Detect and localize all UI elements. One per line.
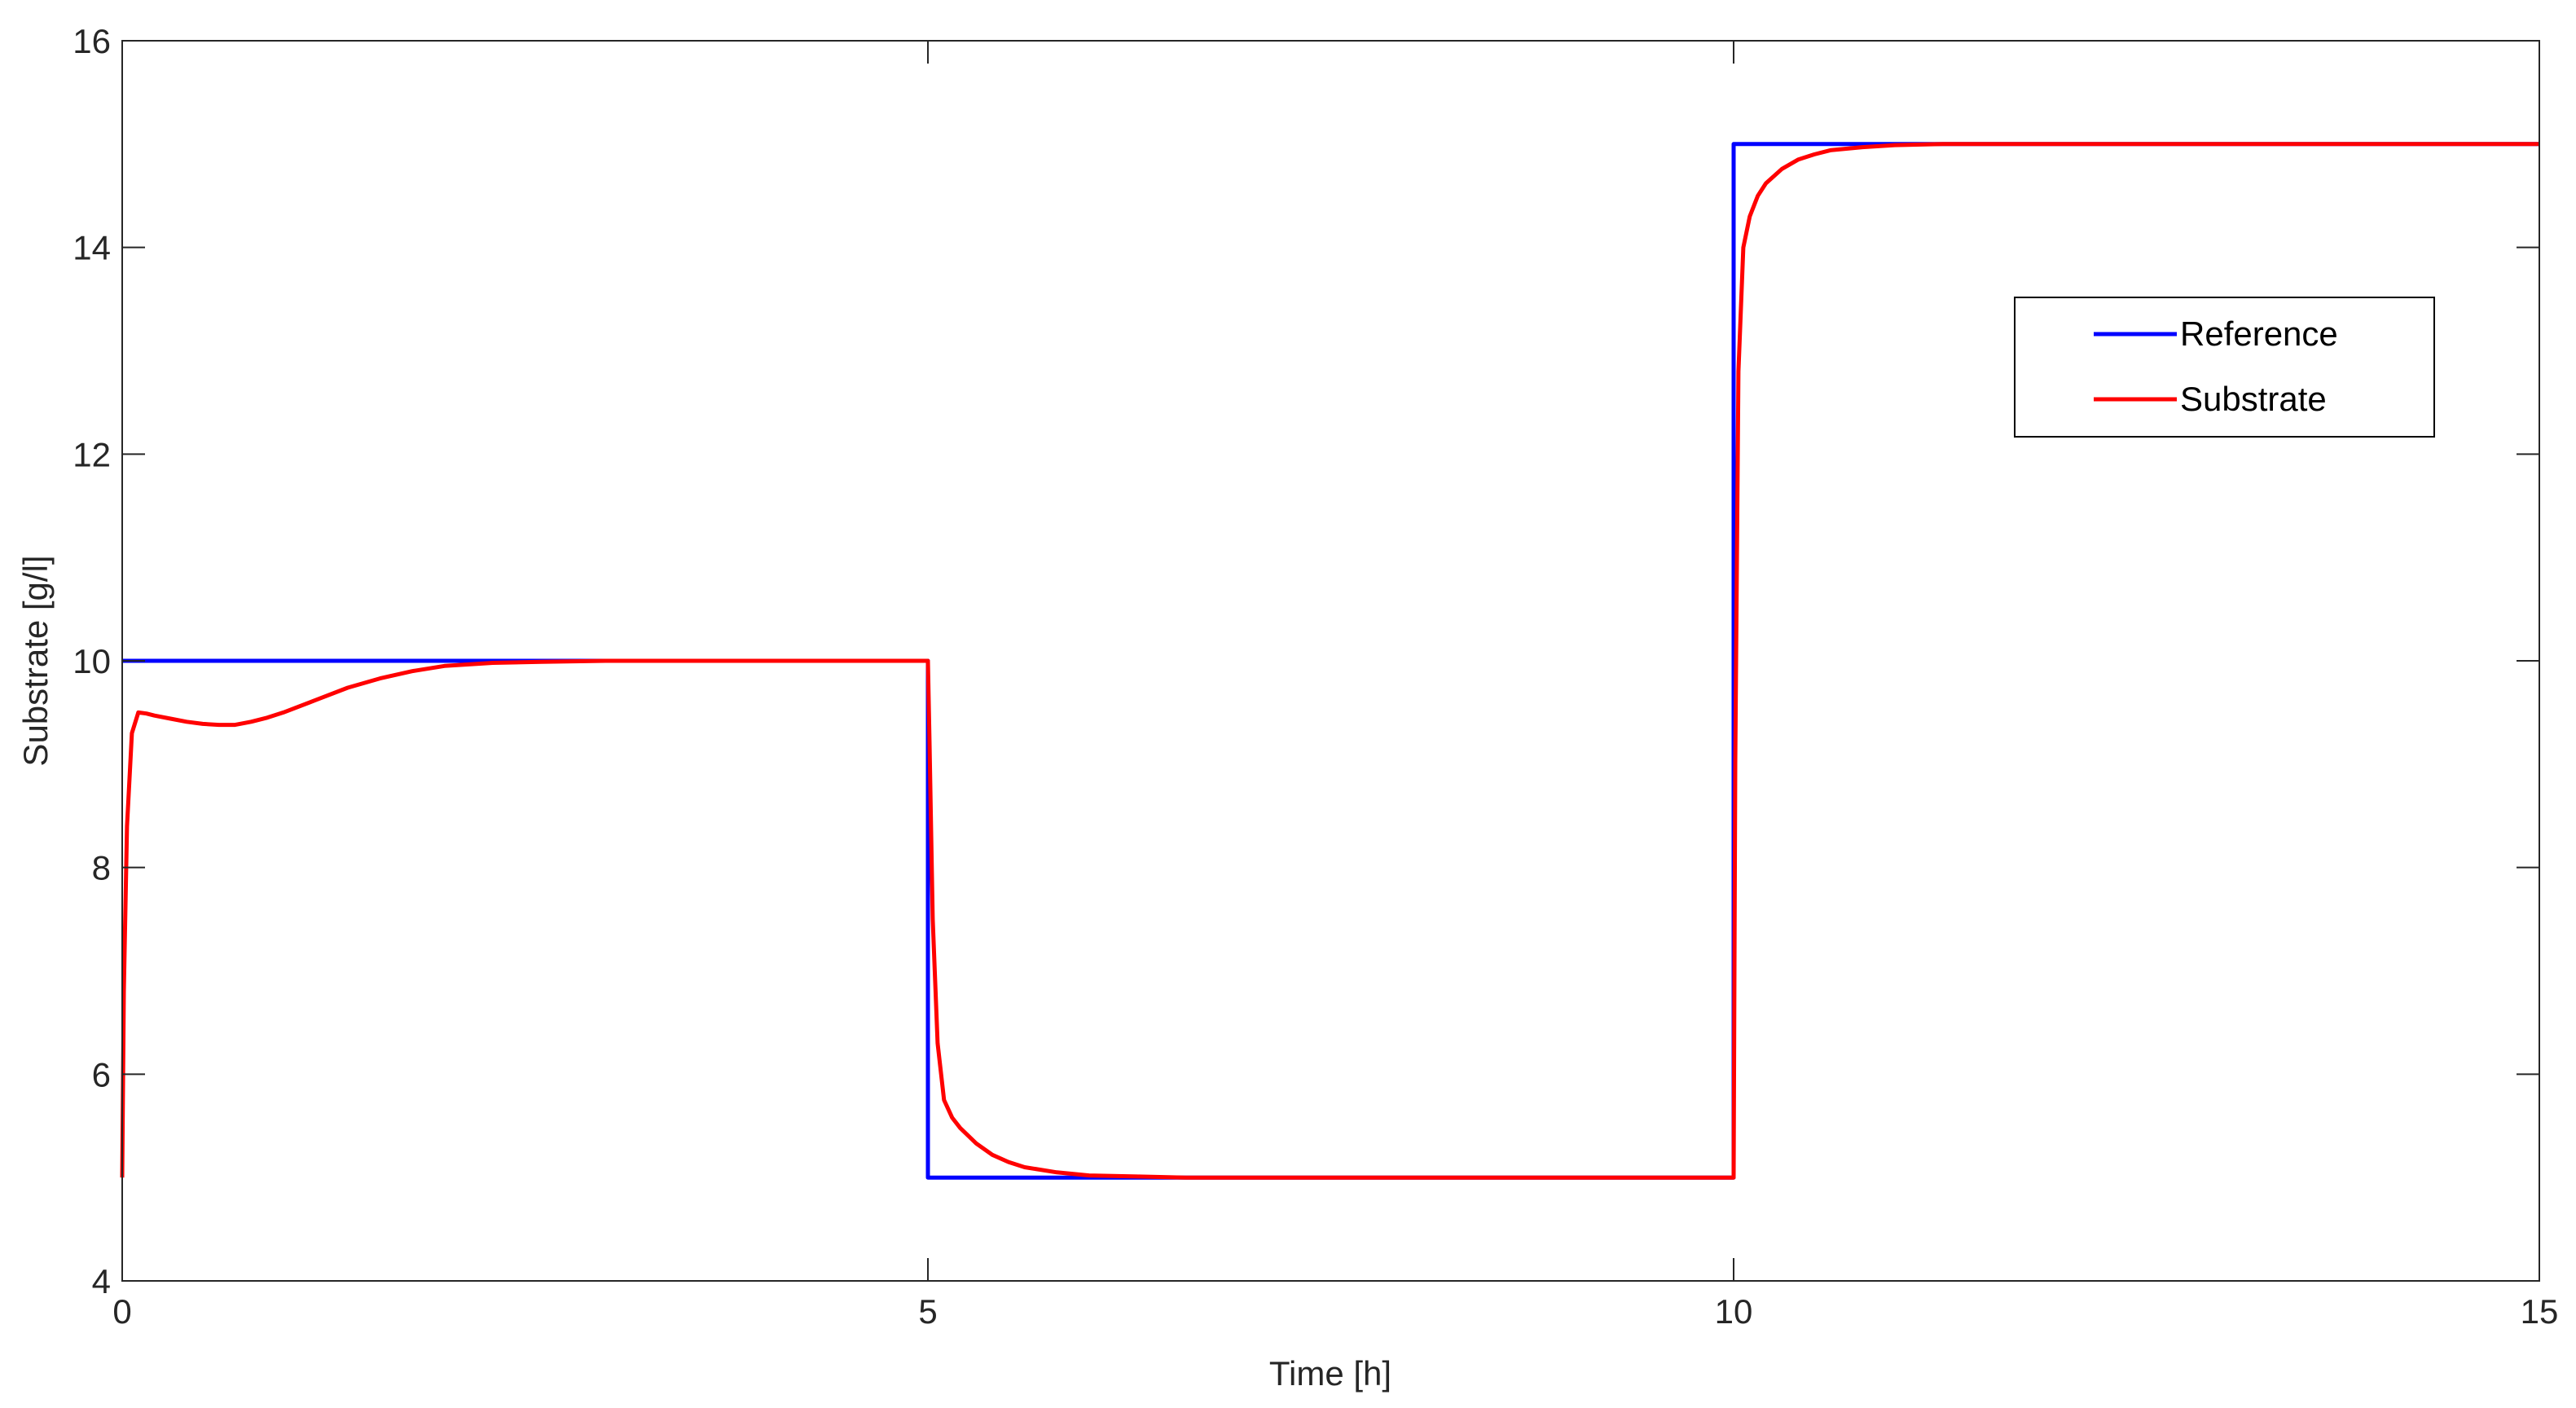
y-tick-label: 4: [92, 1262, 111, 1300]
series-layer: [120, 142, 2539, 1180]
legend-box: [2014, 297, 2435, 438]
x-axis-label: Time [h]: [1269, 1354, 1391, 1393]
x-tick-label: 10: [1715, 1292, 1753, 1331]
legend-label-reference: Reference: [2180, 315, 2338, 353]
y-tick-label: 14: [73, 229, 111, 267]
axes-layer: 0 5 10 15 4 6 8 10 12 14 16: [73, 22, 2558, 1331]
legend: Reference Substrate: [2014, 297, 2435, 438]
legend-label-substrate: Substrate: [2180, 380, 2327, 418]
y-axis-label: Substrate [g/l]: [16, 555, 55, 766]
y-tick-label: 10: [73, 642, 111, 680]
x-tick-label: 15: [2521, 1292, 2559, 1331]
y-tick-label: 6: [92, 1055, 111, 1093]
y-tick-label: 8: [92, 849, 111, 887]
x-tick-label: 0: [112, 1292, 131, 1331]
y-tick-label: 12: [73, 435, 111, 473]
x-tick-label: 5: [918, 1292, 937, 1331]
series-line-substrate: [120, 142, 2539, 1180]
y-tick-label: 16: [73, 22, 111, 60]
